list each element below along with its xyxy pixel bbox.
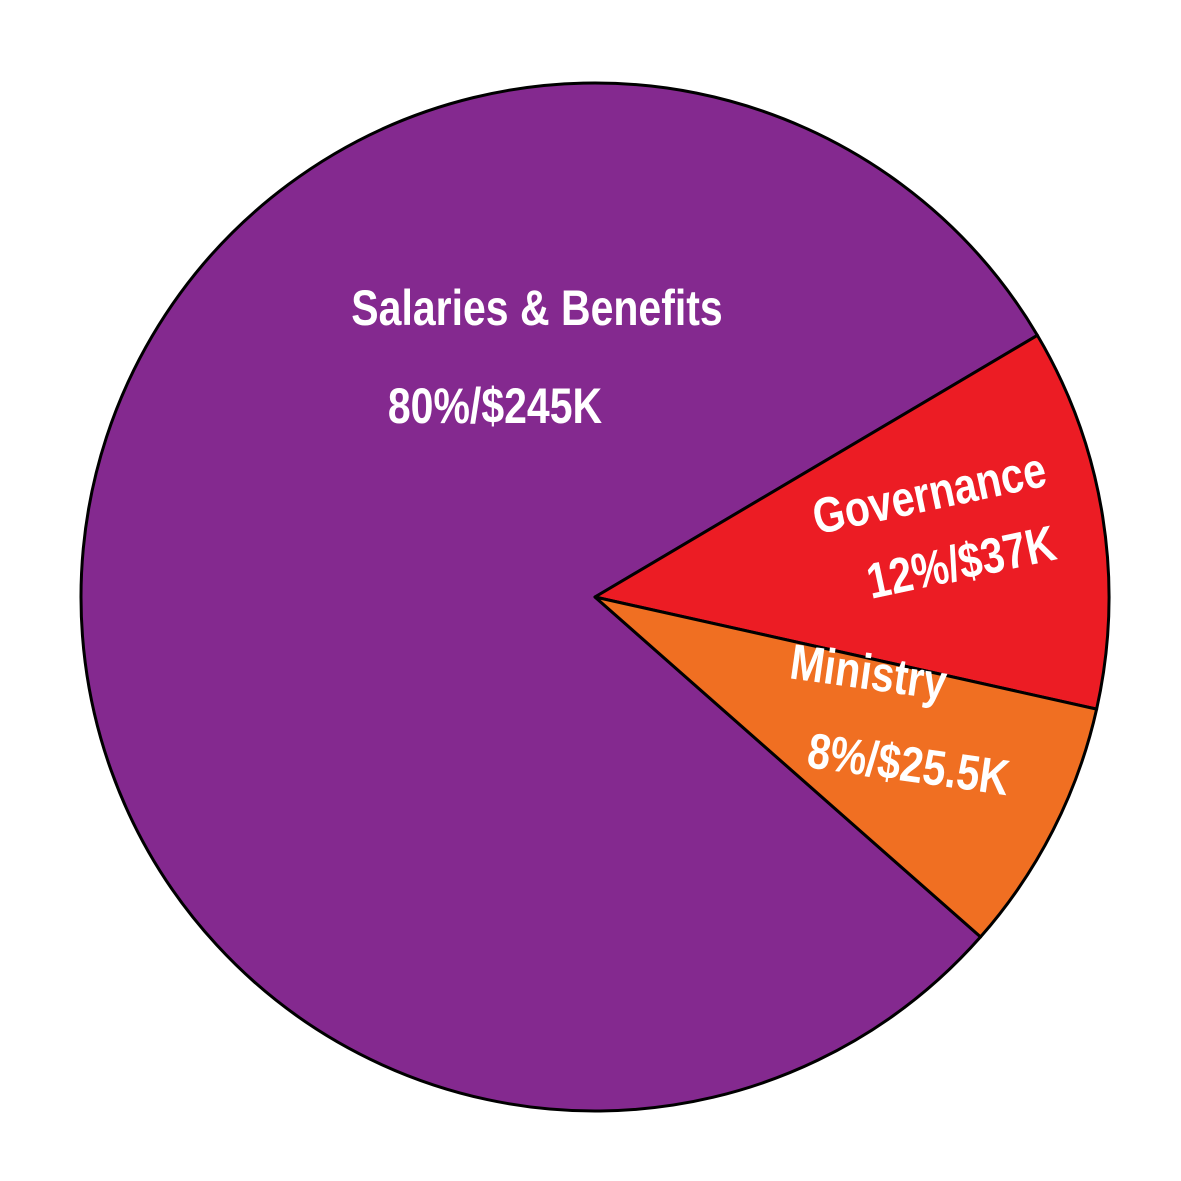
pie-slice bbox=[593, 333, 1111, 711]
pie-slice bbox=[79, 81, 1039, 1113]
slice-value-label: 80%/$245K bbox=[388, 378, 602, 434]
slice-label: Salaries & Benefits bbox=[351, 280, 722, 336]
pie-slice bbox=[593, 595, 1099, 939]
